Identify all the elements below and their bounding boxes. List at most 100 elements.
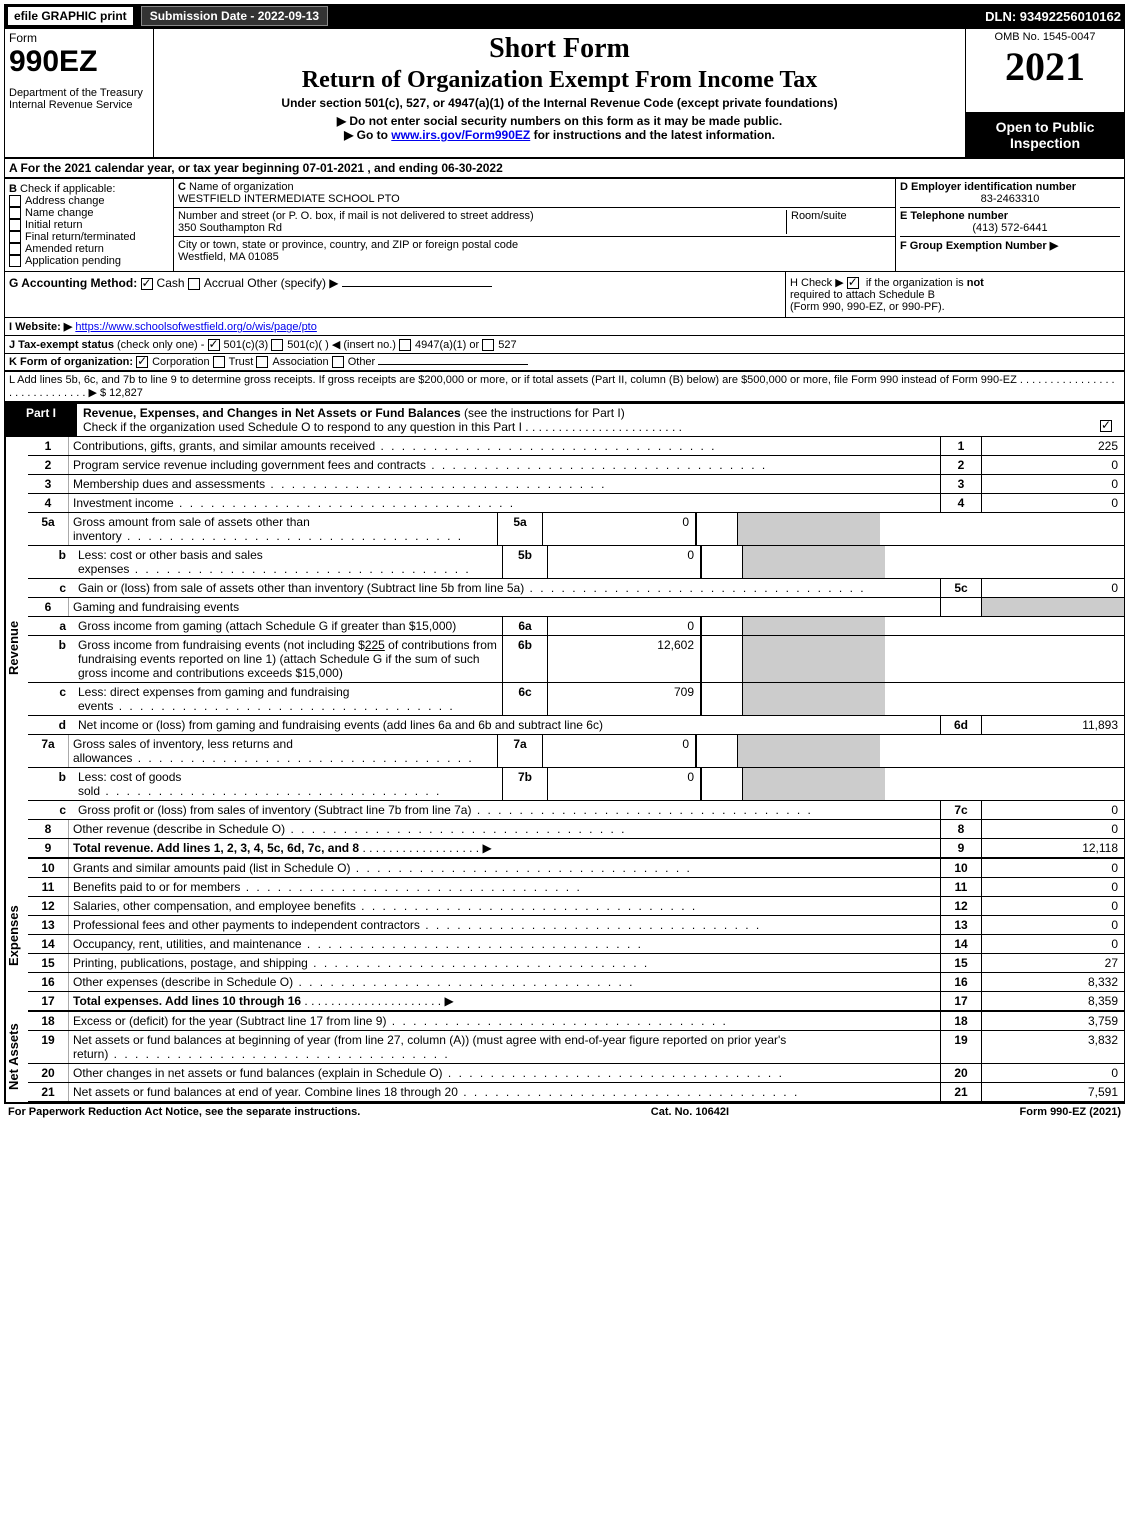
checkbox-h[interactable]: [847, 277, 859, 289]
line7c-amt: 0: [982, 801, 1124, 819]
line6c-shade2: [743, 683, 885, 715]
b-initial: Initial return: [25, 219, 82, 231]
section-bcdef: B Check if applicable: Address change Na…: [4, 178, 1125, 273]
line9-desc-wrap: Total revenue. Add lines 1, 2, 3, 4, 5c,…: [69, 839, 940, 857]
irs: Internal Revenue Service: [9, 99, 149, 111]
line6d-col: 6d: [940, 716, 982, 734]
line16-num: 16: [28, 973, 69, 991]
line5a-desc: Gross amount from sale of assets other t…: [69, 513, 497, 545]
goto-instructions: ▶ Go to www.irs.gov/Form990EZ for instru…: [158, 128, 961, 142]
line6c-num: c: [28, 683, 74, 715]
j-check-only: (check only one) -: [117, 339, 204, 351]
line5b-amt: 0: [548, 546, 701, 578]
phone: (413) 572-6441: [900, 222, 1120, 234]
line15-col: 15: [940, 954, 982, 972]
line8-desc: Other revenue (describe in Schedule O): [69, 820, 940, 838]
line6-shade: [940, 598, 982, 616]
line18-num: 18: [28, 1012, 69, 1030]
netassets-section: Net Assets 18Excess or (deficit) for the…: [4, 1012, 1125, 1104]
g-cash: Cash: [157, 276, 185, 290]
website-link[interactable]: https://www.schoolsofwestfield.org/o/wis…: [75, 321, 317, 333]
part1-title: Revenue, Expenses, and Changes in Net As…: [83, 406, 461, 420]
checkbox-corp[interactable]: [136, 356, 148, 368]
form-header: Form 990EZ Department of the Treasury In…: [4, 28, 1125, 158]
line21-num: 21: [28, 1083, 69, 1101]
line5a-amt: 0: [543, 513, 696, 545]
col-b: B Check if applicable: Address change Na…: [5, 179, 174, 272]
row-l: L Add lines 5b, 6c, and 7b to line 9 to …: [4, 372, 1125, 403]
irs-link[interactable]: www.irs.gov/Form990EZ: [391, 128, 530, 142]
line17-desc-wrap: Total expenses. Add lines 10 through 16 …: [69, 992, 940, 1010]
line10-desc: Grants and similar amounts paid (list in…: [69, 859, 940, 877]
line7b-shade2: [743, 768, 885, 800]
line6c-col: 6c: [502, 683, 548, 715]
line20-desc: Other changes in net assets or fund bala…: [69, 1064, 940, 1082]
line21-amt: 7,591: [982, 1083, 1124, 1101]
b-app-pending: Application pending: [25, 255, 121, 267]
checkbox-assoc[interactable]: [256, 356, 268, 368]
line9-amt: 12,118: [982, 839, 1124, 857]
footer-cat: Cat. No. 10642I: [651, 1106, 729, 1118]
checkbox-app-pending[interactable]: [9, 255, 21, 267]
line5a-num: 5a: [28, 513, 69, 545]
other-org-input[interactable]: [378, 364, 528, 365]
j-c3: 501(c)(3): [224, 339, 269, 351]
line4-col: 4: [940, 494, 982, 512]
k-corp: Corporation: [152, 356, 209, 368]
checkbox-name-change[interactable]: [9, 207, 21, 219]
checkbox-address-change[interactable]: [9, 195, 21, 207]
netassets-label: Net Assets: [5, 1012, 28, 1102]
e-label: E Telephone number: [900, 210, 1008, 222]
checkbox-final-return[interactable]: [9, 231, 21, 243]
city-label: City or town, state or province, country…: [178, 239, 518, 251]
line6-num: 6: [28, 598, 69, 616]
l-value: 12,827: [109, 387, 143, 399]
line11-desc: Benefits paid to or for members: [69, 878, 940, 896]
checkbox-accrual[interactable]: [188, 278, 200, 290]
under-section: Under section 501(c), 527, or 4947(a)(1)…: [158, 96, 961, 110]
checkbox-4947[interactable]: [399, 339, 411, 351]
line18-col: 18: [940, 1012, 982, 1030]
tax-year: 2021: [970, 43, 1120, 90]
line2-col: 2: [940, 456, 982, 474]
line12-col: 12: [940, 897, 982, 915]
checkbox-527[interactable]: [482, 339, 494, 351]
g-label: G Accounting Method:: [9, 276, 137, 290]
efile-print-button[interactable]: efile GRAPHIC print: [8, 7, 133, 25]
part1-check-o: Check if the organization used Schedule …: [83, 420, 522, 434]
col-def: D Employer identification number 83-2463…: [896, 179, 1124, 272]
line4-amt: 0: [982, 494, 1124, 512]
b-addr-change: Address change: [25, 195, 105, 207]
checkbox-501c3[interactable]: [208, 339, 220, 351]
line9-num: 9: [28, 839, 69, 857]
page-footer: For Paperwork Reduction Act Notice, see …: [4, 1104, 1125, 1120]
omb: OMB No. 1545-0047: [970, 31, 1120, 43]
checkbox-cash[interactable]: [141, 278, 153, 290]
line12-num: 12: [28, 897, 69, 915]
checkbox-501c[interactable]: [271, 339, 283, 351]
line20-num: 20: [28, 1064, 69, 1082]
line15-desc: Printing, publications, postage, and shi…: [69, 954, 940, 972]
checkbox-amended-return[interactable]: [9, 243, 21, 255]
line19-num: 19: [28, 1031, 69, 1063]
row-a-tax-year: A For the 2021 calendar year, or tax yea…: [4, 158, 1125, 178]
line20-col: 20: [940, 1064, 982, 1082]
expenses-section: Expenses 10Grants and similar amounts pa…: [4, 859, 1125, 1012]
goto-pre: ▶ Go to: [344, 128, 391, 142]
other-specify-input[interactable]: [342, 286, 492, 287]
line18-desc: Excess or (deficit) for the year (Subtra…: [69, 1012, 940, 1030]
checkbox-schedule-o[interactable]: [1100, 420, 1112, 432]
line1-amt: 225: [982, 437, 1124, 455]
line6b-shade2: [743, 636, 885, 682]
b-name-change: Name change: [25, 207, 94, 219]
line7a-desc: Gross sales of inventory, less returns a…: [69, 735, 497, 767]
line19-amt: 3,832: [982, 1031, 1124, 1063]
line13-amt: 0: [982, 916, 1124, 934]
c-name-label: Name of organization: [189, 181, 294, 193]
main-title: Return of Organization Exempt From Incom…: [158, 67, 961, 94]
checkbox-other-org[interactable]: [332, 356, 344, 368]
checkbox-trust[interactable]: [213, 356, 225, 368]
footer-right-pre: Form: [1020, 1106, 1051, 1118]
line21-desc: Net assets or fund balances at end of ye…: [69, 1083, 940, 1101]
checkbox-initial-return[interactable]: [9, 219, 21, 231]
